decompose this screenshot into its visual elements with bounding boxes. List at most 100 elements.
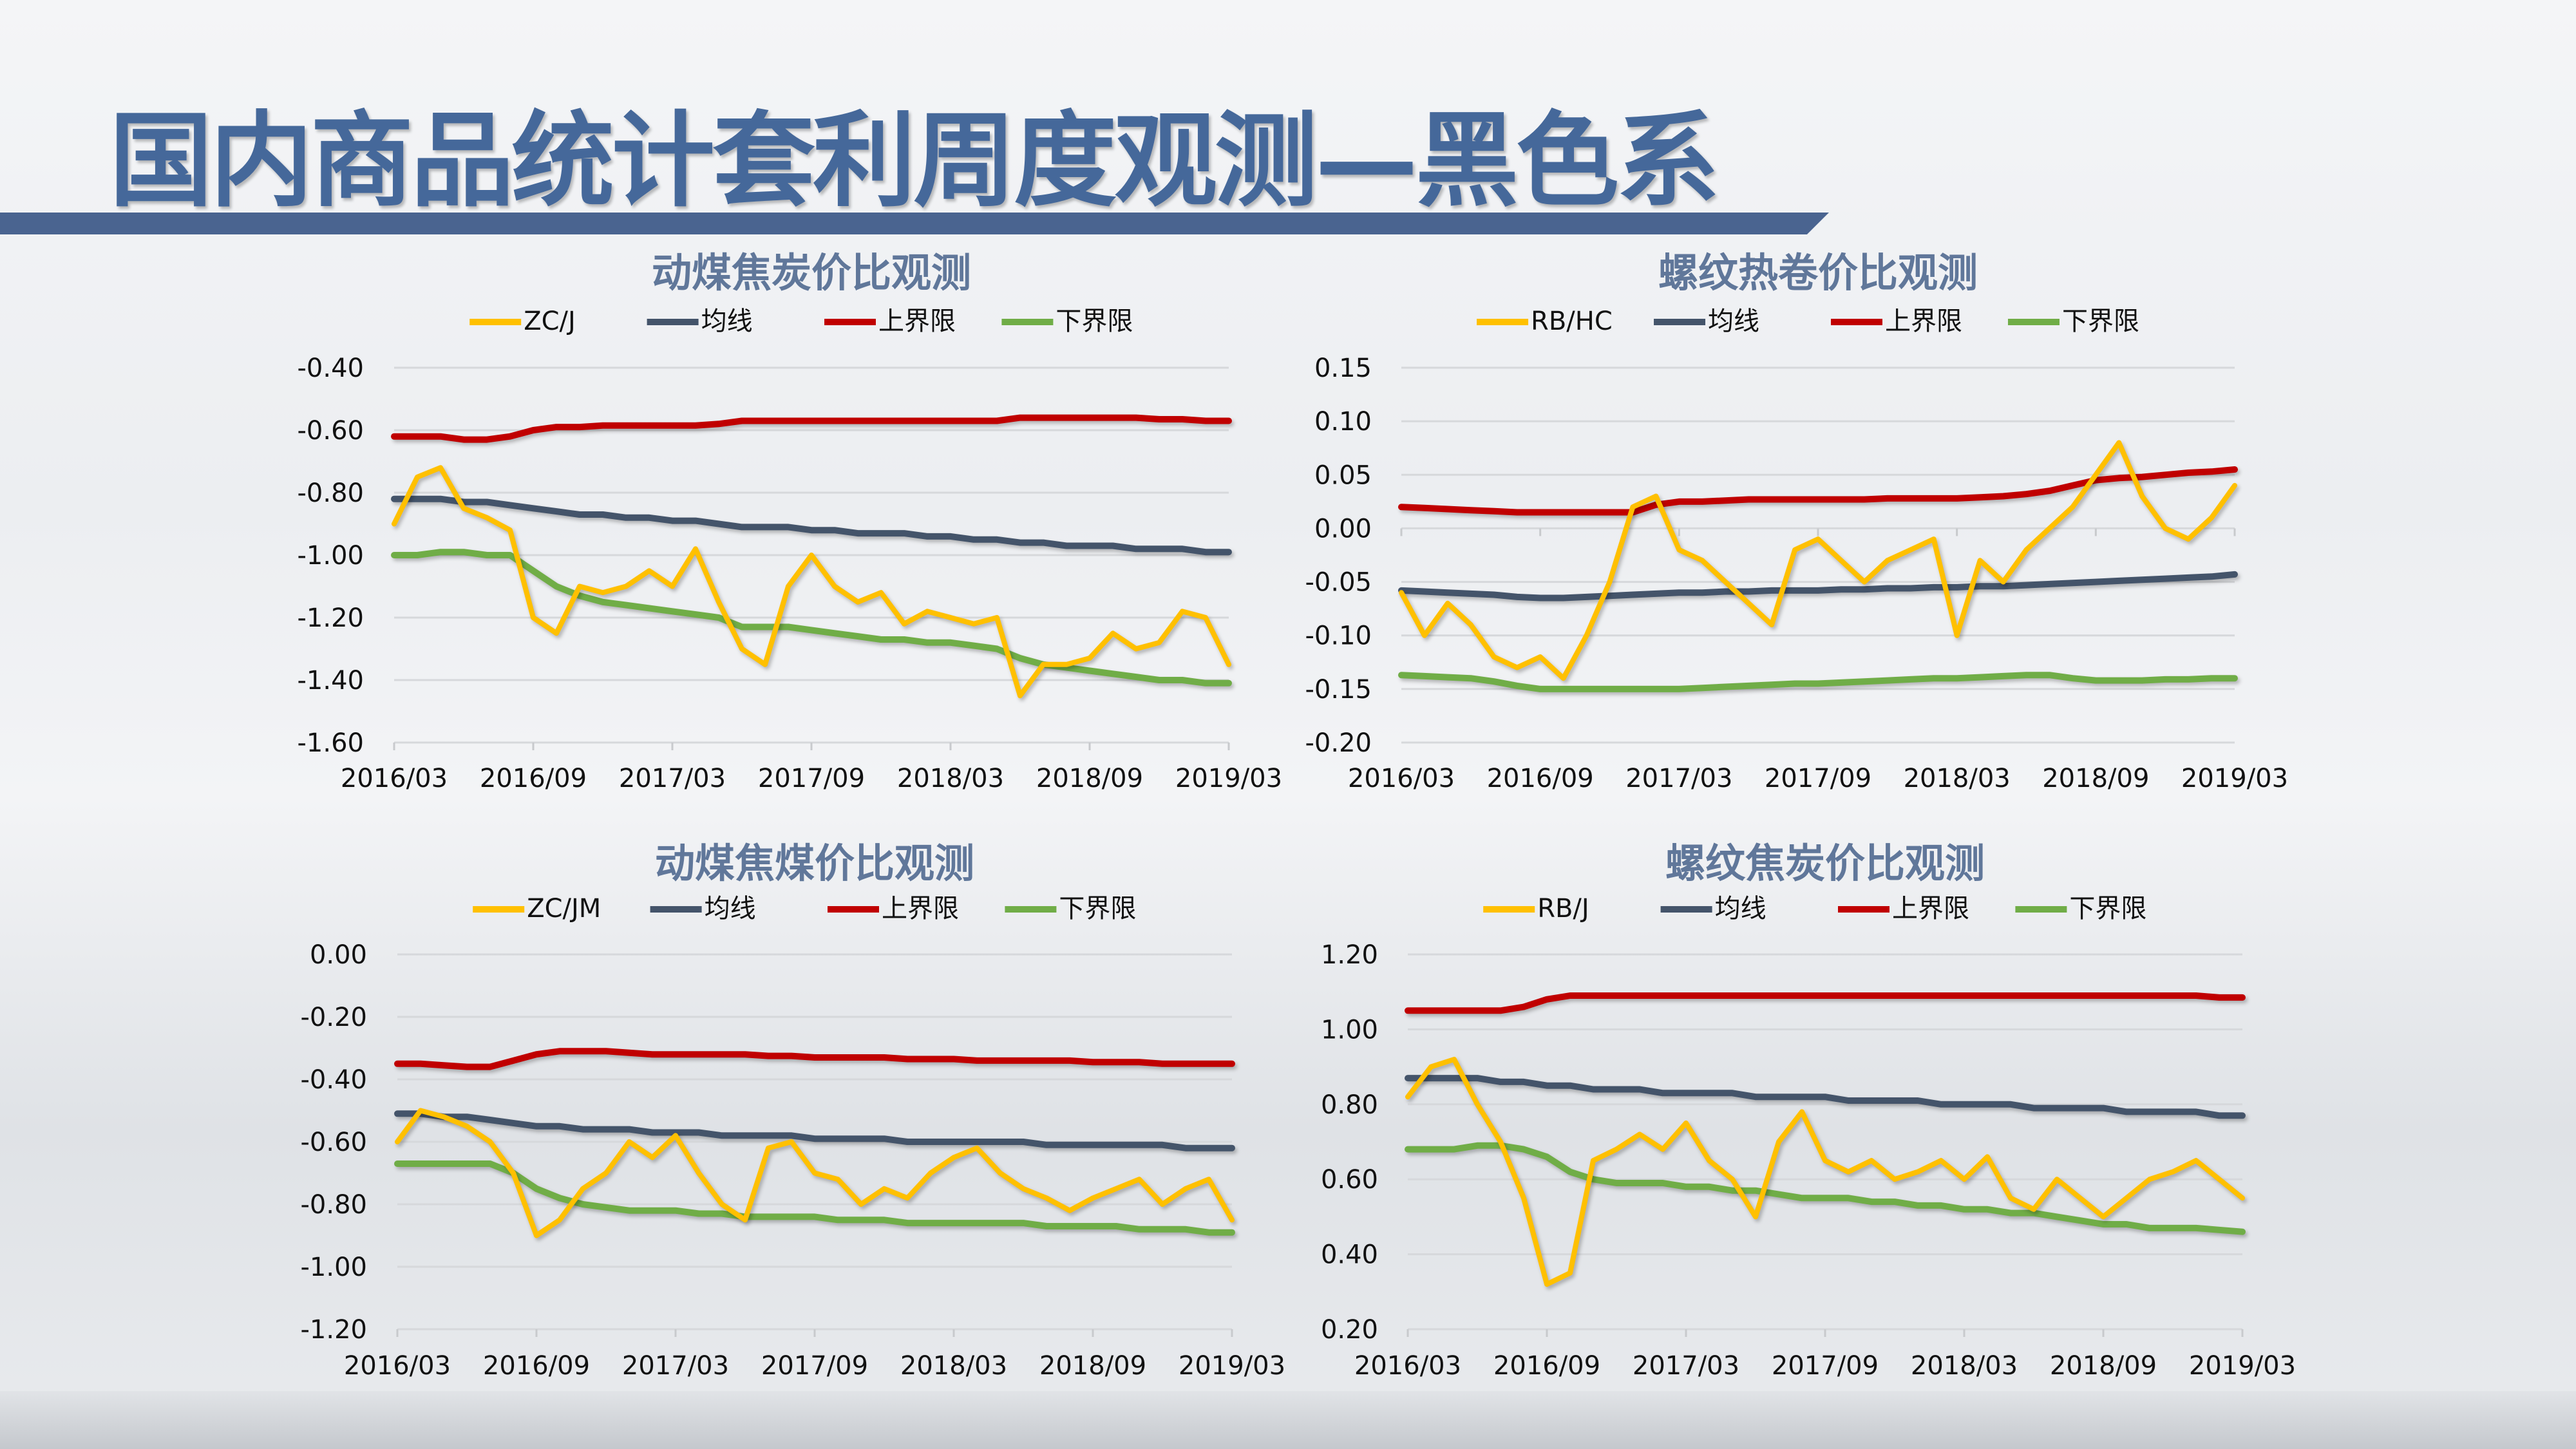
y-tick-label: -0.20 — [301, 1003, 368, 1032]
x-tick-label: 2018/03 — [1904, 764, 2011, 793]
x-tick-label: 2016/09 — [483, 1351, 590, 1381]
y-tick-label: -1.60 — [298, 728, 365, 758]
y-tick-label: 0.80 — [1321, 1090, 1378, 1120]
chart-3: 动煤焦煤价比观测 ZC/JM 均线 上界限 下界限 0.00 -0.20 -0.40 -0.60… — [301, 840, 1286, 1381]
x-tick-label: 2019/03 — [1175, 764, 1282, 793]
y-tick-label: 0.15 — [1314, 354, 1372, 383]
y-tick-label: 1.00 — [1321, 1015, 1378, 1045]
page-title: 国内商品统计套利周度观测—黑色系 — [109, 100, 1719, 221]
legend-label: RB/HC — [1531, 307, 1613, 336]
x-tick-label: 2016/09 — [480, 764, 587, 793]
y-tick-label: -0.60 — [298, 416, 365, 446]
x-tick-label: 2016/03 — [341, 764, 448, 793]
y-tick-label: -1.40 — [298, 666, 365, 696]
x-tick-label: 2016/09 — [1493, 1351, 1600, 1381]
y-tick-label: 0.20 — [1321, 1315, 1378, 1345]
y-tick-label: -0.80 — [298, 478, 365, 508]
x-tick-label: 2017/09 — [758, 764, 865, 793]
x-tick-label: 2016/03 — [1354, 1351, 1461, 1381]
legend-label: RB/J — [1537, 894, 1589, 923]
y-tick-label: 0.60 — [1321, 1165, 1378, 1195]
series-line-ratio — [395, 1108, 1235, 1238]
y-tick-label: 0.05 — [1314, 460, 1372, 490]
y-tick-label: -1.00 — [298, 541, 365, 571]
series-line-ratio — [392, 465, 1231, 699]
legend-label: 上界限 — [878, 307, 956, 336]
series-line-lower-bound — [391, 549, 1232, 687]
x-tick-label: 2017/09 — [1772, 1351, 1879, 1381]
legend-label: 上界限 — [882, 894, 959, 923]
decorative-bottom-band — [0, 1391, 2576, 1449]
series-line-lower-bound — [1398, 672, 2238, 692]
series-line-ratio — [1405, 1057, 2245, 1287]
x-tick-label: 2016/09 — [1487, 764, 1594, 793]
x-tick-label: 2019/03 — [2181, 764, 2288, 793]
x-tick-label: 2018/03 — [897, 764, 1004, 793]
series-line-lower-bound — [394, 1160, 1235, 1236]
y-tick-label: -0.40 — [301, 1065, 368, 1095]
legend-label: 下界限 — [2069, 894, 2146, 923]
x-tick-label: 2018/09 — [2050, 1351, 2157, 1381]
series-line-upper-bound — [1398, 466, 2238, 516]
y-tick-label: -0.20 — [1305, 728, 1372, 758]
chart-4: 螺纹焦炭价比观测 RB/J 均线 上界限 下界限 1.20 1.00 0.80 0.60 0.40… — [1321, 840, 2296, 1381]
legend-label: ZC/JM — [527, 894, 601, 923]
series-line-upper-bound — [394, 1048, 1235, 1070]
x-tick-label: 2018/03 — [1911, 1351, 2018, 1381]
chart-title: 动煤焦煤价比观测 — [655, 840, 974, 887]
x-tick-label: 2017/09 — [1765, 764, 1871, 793]
y-tick-label: -0.05 — [1305, 568, 1372, 598]
series-line-upper-bound — [391, 414, 1232, 443]
x-tick-label: 2018/03 — [900, 1351, 1007, 1381]
legend-label: 下界限 — [2062, 307, 2139, 336]
x-tick-label: 2017/03 — [1633, 1351, 1739, 1381]
x-tick-label: 2017/03 — [622, 1351, 729, 1381]
x-tick-label: 2016/03 — [1348, 764, 1455, 793]
series-line-mean — [391, 495, 1232, 556]
legend-label: 下界限 — [1059, 894, 1136, 923]
y-tick-label: -0.10 — [1305, 621, 1372, 651]
legend-label: 上界限 — [1885, 307, 1962, 336]
series-line-mean — [394, 1110, 1235, 1151]
legend-label: 均线 — [705, 894, 756, 923]
chart-title: 动煤焦炭价比观测 — [652, 249, 971, 296]
legend-label: 均线 — [1708, 307, 1759, 336]
legend-label: ZC/J — [524, 307, 576, 336]
legend-label: 上界限 — [1892, 894, 1969, 923]
y-tick-label: 1.20 — [1321, 940, 1378, 970]
series-line-upper-bound — [1405, 992, 2246, 1014]
series-line-mean — [1405, 1075, 2246, 1119]
chart-title: 螺纹热卷价比观测 — [1658, 249, 1978, 296]
x-tick-label: 2017/03 — [619, 764, 726, 793]
title-underline-bar — [0, 213, 1829, 234]
y-tick-label: -0.80 — [301, 1190, 368, 1220]
x-tick-label: 2018/09 — [1036, 764, 1143, 793]
series-line-lower-bound — [1405, 1142, 2246, 1235]
x-tick-label: 2019/03 — [1179, 1351, 1285, 1381]
x-tick-label: 2018/09 — [2042, 764, 2149, 793]
x-tick-label: 2018/09 — [1039, 1351, 1146, 1381]
y-tick-label: -1.00 — [301, 1253, 368, 1282]
y-tick-label: -0.15 — [1305, 675, 1372, 705]
x-tick-label: 2017/03 — [1625, 764, 1732, 793]
series-line-mean — [1398, 571, 2238, 601]
y-tick-label: -0.40 — [298, 354, 365, 383]
y-tick-label: -1.20 — [298, 603, 365, 633]
legend-label: 下界限 — [1056, 307, 1133, 336]
series-line-ratio — [1399, 440, 2237, 681]
y-tick-label: -0.60 — [301, 1128, 368, 1157]
y-tick-label: -1.20 — [301, 1315, 368, 1345]
chart-2: 螺纹热卷价比观测 RB/HC 均线 上界限 下界限 0.15 0.10 0.05 0.00 -0.… — [1305, 249, 2289, 793]
chart-1: 动煤焦炭价比观测 ZC/J 均线 上界限 下界限 -0.40 -0.60 -0.80 -1.00… — [298, 249, 1283, 793]
chart-title: 螺纹焦炭价比观测 — [1665, 840, 1985, 887]
legend-label: 均线 — [701, 307, 753, 336]
y-tick-label: 0.10 — [1314, 407, 1372, 437]
x-tick-label: 2017/09 — [761, 1351, 868, 1381]
y-tick-label: 0.00 — [1314, 514, 1372, 544]
x-tick-label: 2016/03 — [344, 1351, 451, 1381]
legend-label: 均线 — [1715, 894, 1766, 923]
y-tick-label: 0.00 — [310, 940, 367, 970]
x-tick-label: 2019/03 — [2189, 1351, 2296, 1381]
y-tick-label: 0.40 — [1321, 1240, 1378, 1270]
